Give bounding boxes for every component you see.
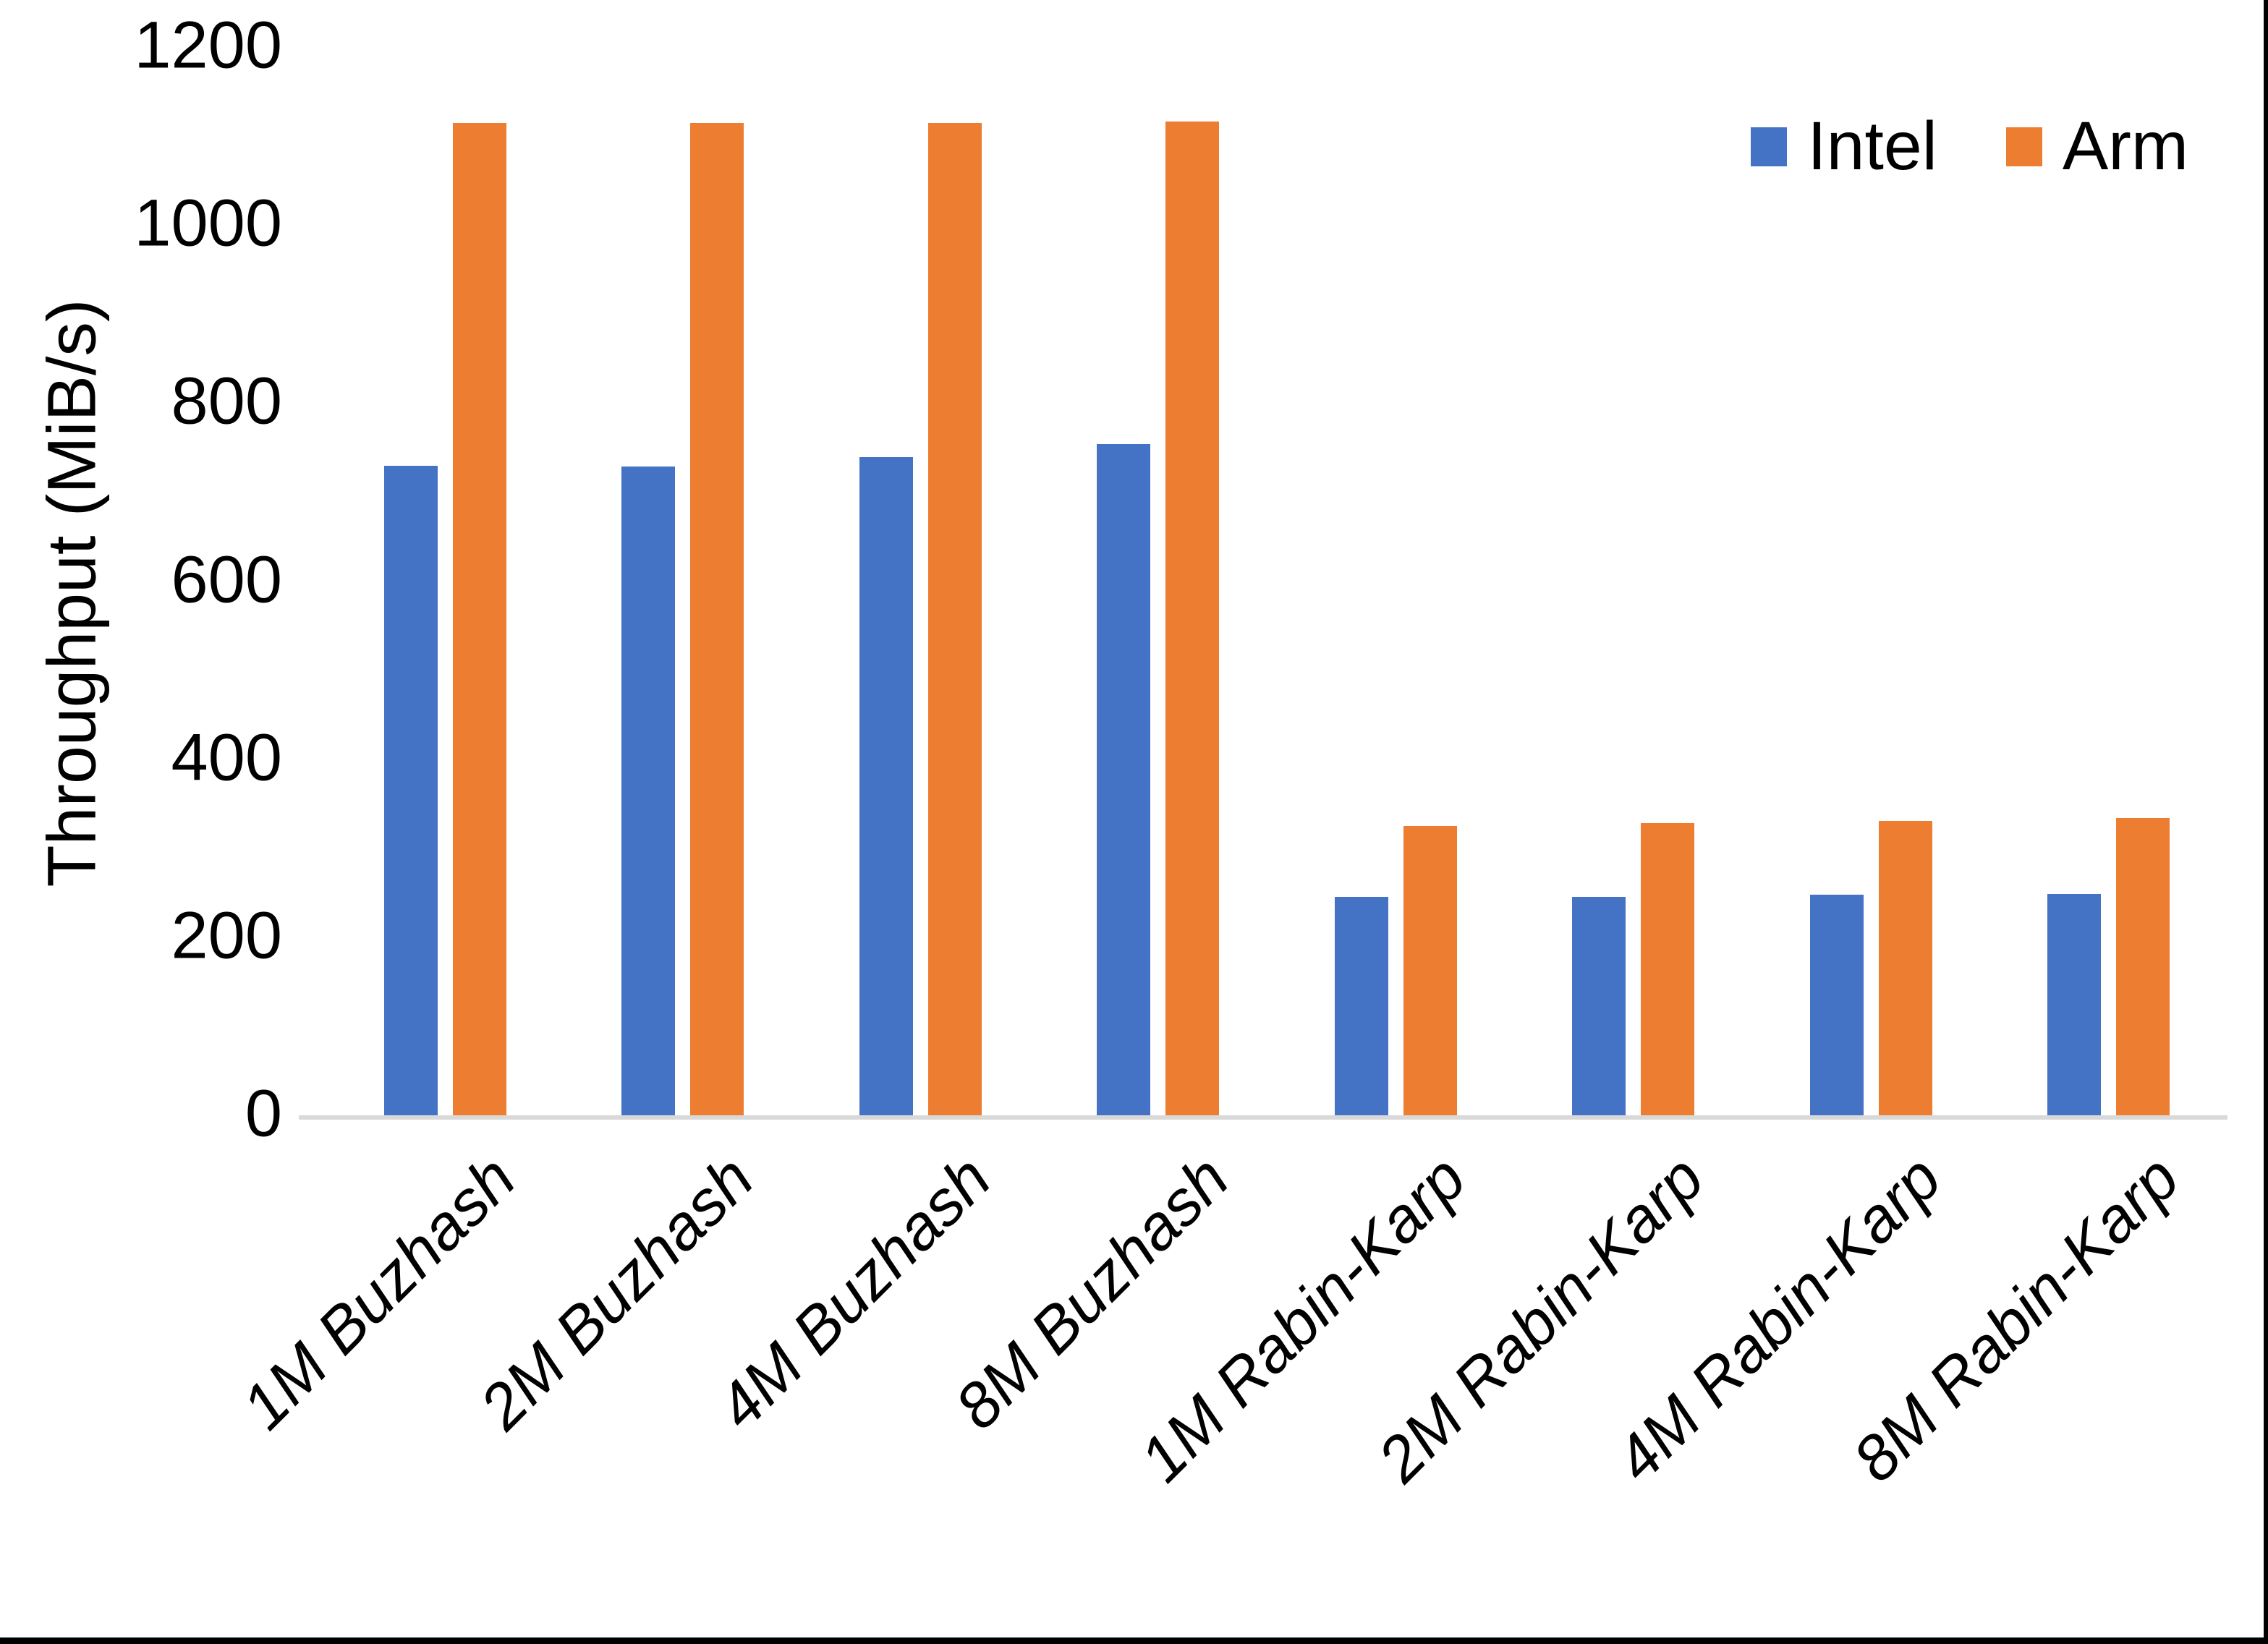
- y-tick-label-400: 400: [171, 720, 283, 795]
- bar-arm-4m-rabin-karp: [1878, 820, 1932, 1115]
- bar-group-1m-buzhash: [326, 47, 564, 1115]
- legend-swatch-arm: [2005, 127, 2042, 166]
- bar-group-1m-rabin-karp: [1277, 47, 1515, 1115]
- bar-intel-1m-buzhash: [383, 465, 438, 1115]
- bar-arm-4m-buzhash: [927, 122, 982, 1115]
- legend-item-arm: Arm: [2005, 107, 2188, 186]
- y-tick-label-1200: 1200: [134, 8, 282, 82]
- bar-intel-2m-rabin-karp: [1572, 897, 1626, 1115]
- bar-group-2m-rabin-karp: [1515, 47, 1753, 1115]
- bar-arm-2m-buzhash: [690, 122, 744, 1115]
- y-tick-label-600: 600: [171, 542, 283, 616]
- legend-item-intel: Intel: [1751, 107, 1937, 186]
- frame-border-bottom: [0, 1637, 2268, 1644]
- y-tick-label-800: 800: [171, 364, 283, 438]
- legend-label-intel: Intel: [1807, 108, 1937, 184]
- bar-arm-8m-buzhash: [1165, 122, 1220, 1115]
- bar-intel-4m-buzhash: [859, 457, 913, 1115]
- bar-group-2m-buzhash: [564, 47, 802, 1115]
- plot-area: [326, 47, 2227, 1115]
- bar-group-4m-rabin-karp: [1752, 47, 1990, 1115]
- bar-group-4m-buzhash: [802, 47, 1040, 1115]
- y-tick-label-1000: 1000: [134, 186, 282, 260]
- bar-arm-1m-buzhash: [452, 122, 506, 1115]
- y-tick-label-0: 0: [245, 1076, 282, 1151]
- frame-border-right: [2264, 0, 2268, 1644]
- bar-intel-2m-buzhash: [621, 466, 676, 1115]
- bar-group-8m-rabin-karp: [1990, 47, 2228, 1115]
- legend-swatch-intel: [1751, 127, 1788, 166]
- bar-intel-8m-buzhash: [1097, 443, 1151, 1115]
- legend: Intel Arm: [1751, 107, 2188, 186]
- bar-intel-4m-rabin-karp: [1809, 894, 1864, 1115]
- bar-intel-8m-rabin-karp: [2047, 893, 2102, 1115]
- bar-group-8m-buzhash: [1040, 47, 1278, 1115]
- bar-arm-1m-rabin-karp: [1403, 825, 1457, 1115]
- bar-arm-8m-rabin-karp: [2116, 817, 2170, 1115]
- y-tick-label-200: 200: [171, 898, 283, 973]
- bar-arm-2m-rabin-karp: [1641, 823, 1695, 1115]
- bar-intel-1m-rabin-karp: [1334, 897, 1388, 1115]
- x-axis-line: [299, 1115, 2227, 1120]
- legend-label-arm: Arm: [2062, 108, 2188, 184]
